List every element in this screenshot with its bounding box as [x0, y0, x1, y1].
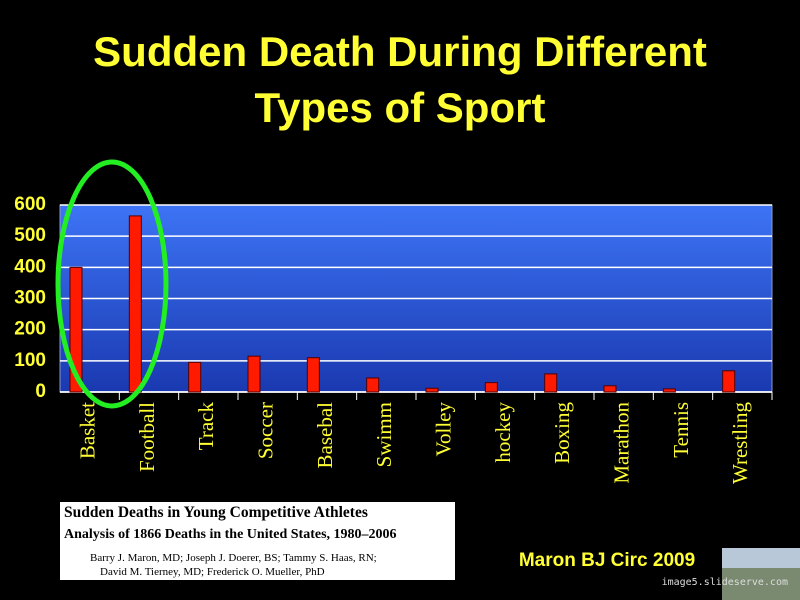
- x-tick-label: Football: [135, 402, 159, 472]
- citation-authors: David M. Tierney, MD; Frederick O. Muell…: [100, 566, 325, 578]
- y-tick-label: 600: [14, 194, 46, 215]
- watermark: image5.slideserve.com: [662, 577, 788, 588]
- bar: [188, 361, 202, 393]
- citation-title: Sudden Deaths in Young Competitive Athle…: [64, 504, 368, 521]
- bar: [128, 215, 142, 393]
- bar: [425, 387, 439, 393]
- credit: Maron BJ Circ 2009: [519, 550, 695, 571]
- y-tick-label: 300: [14, 288, 46, 309]
- bar: [603, 385, 617, 393]
- bar: [366, 377, 380, 393]
- x-tick-label: Boxing: [550, 402, 574, 464]
- thumbnail-sky: [722, 548, 800, 568]
- x-tick-label: Track: [194, 402, 218, 451]
- bar: [247, 355, 261, 393]
- citation-box: [60, 502, 455, 580]
- x-tick-label: Basket: [75, 402, 99, 459]
- chart-title: Sudden Death During Different: [93, 28, 707, 75]
- bar: [662, 388, 676, 393]
- y-tick-label: 500: [14, 225, 46, 246]
- bar: [484, 382, 498, 393]
- x-tick-label: Swimm: [372, 402, 396, 467]
- citation-authors: Barry J. Maron, MD; Joseph J. Doerer, BS…: [90, 552, 377, 564]
- chart-title: Types of Sport: [255, 84, 546, 131]
- bar: [69, 266, 83, 393]
- x-tick-label: Tennis: [669, 402, 693, 458]
- x-tick-label: Wrestling: [728, 402, 752, 484]
- x-tick-label: Basebal: [313, 402, 337, 469]
- y-tick-label: 0: [35, 381, 46, 402]
- x-tick-label: Soccer: [253, 402, 277, 459]
- y-tick-label: 400: [14, 256, 46, 277]
- y-tick-label: 100: [14, 350, 46, 371]
- x-tick-label: Volley: [431, 402, 455, 457]
- bar: [306, 357, 320, 393]
- x-tick-label: Marathon: [609, 402, 633, 484]
- highlight-ellipse: [55, 159, 169, 409]
- x-tick-label: hockey: [491, 402, 515, 463]
- y-tick-label: 200: [14, 319, 46, 340]
- citation-subtitle: Analysis of 1866 Deaths in the United St…: [64, 527, 397, 542]
- bar: [722, 370, 736, 393]
- bar: [544, 373, 558, 393]
